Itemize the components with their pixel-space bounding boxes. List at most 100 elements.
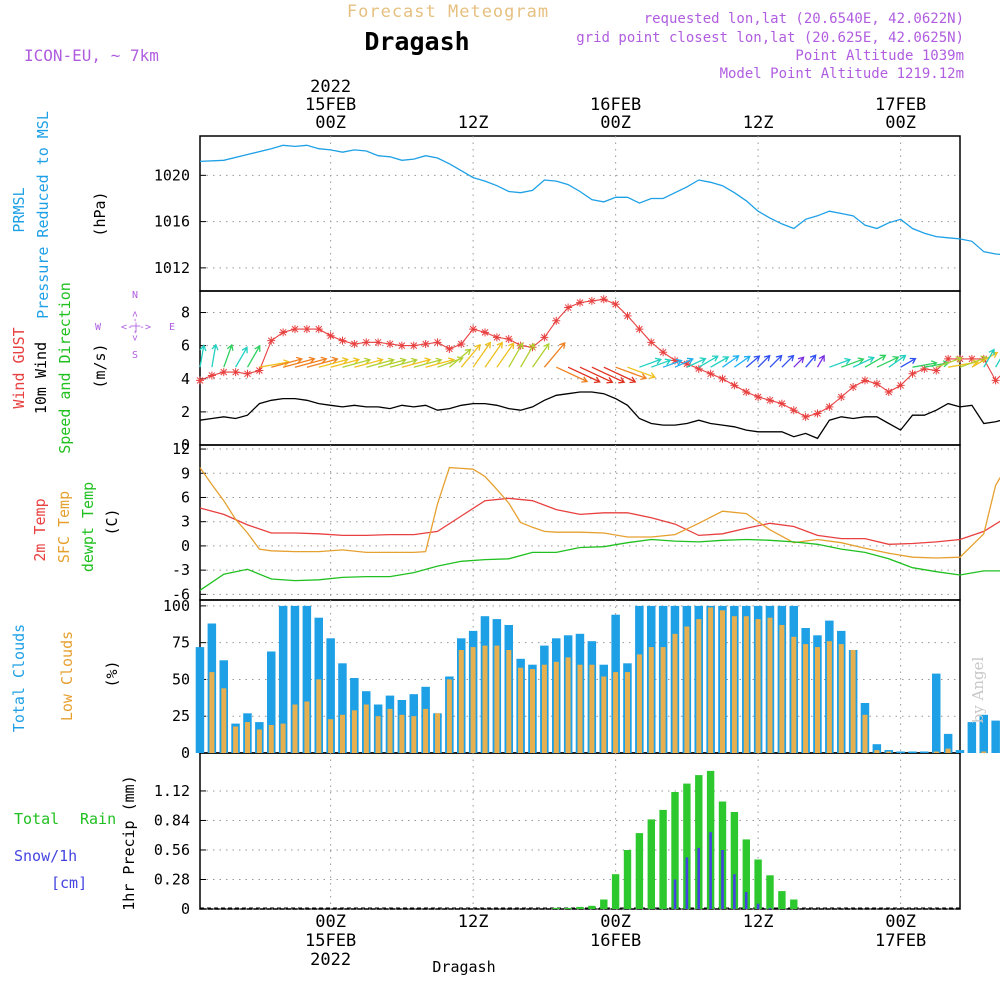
low-cloud-bar bbox=[268, 725, 274, 753]
gust-marker bbox=[196, 376, 204, 385]
wind-arrow bbox=[448, 348, 472, 368]
y-tick-label: 6 bbox=[181, 337, 190, 355]
wind-arrow bbox=[639, 357, 662, 368]
y-tick-label: -3 bbox=[172, 561, 190, 579]
wind-arrow bbox=[852, 356, 875, 368]
gust-marker bbox=[611, 300, 620, 309]
y-tick-label: 3 bbox=[181, 513, 190, 531]
wind-arrow bbox=[294, 356, 328, 368]
gust-marker bbox=[837, 392, 846, 401]
precip-cm-label: [cm] bbox=[51, 874, 87, 892]
low-cloud-bar bbox=[363, 704, 369, 753]
rain-bar bbox=[790, 899, 798, 909]
wind-arrow bbox=[508, 342, 524, 368]
rain-bar bbox=[659, 809, 667, 909]
total-cloud-bar bbox=[908, 751, 917, 753]
low-cloud-bar bbox=[933, 751, 939, 753]
rain-bar bbox=[778, 891, 786, 909]
low-cloud-bar bbox=[981, 751, 987, 753]
low-cloud-bar bbox=[411, 716, 417, 753]
gust-marker bbox=[766, 396, 774, 405]
low-cloud-bar bbox=[743, 616, 749, 753]
prmsl-label: PRMSL bbox=[10, 187, 28, 232]
y-tick-label: 0.28 bbox=[154, 870, 190, 888]
gust-marker bbox=[540, 333, 549, 342]
wind-arrow bbox=[757, 354, 771, 368]
wind-arrow bbox=[389, 357, 418, 368]
compass-e: E bbox=[169, 322, 175, 333]
rain-bar bbox=[695, 775, 703, 909]
low-cloud-bar bbox=[672, 633, 678, 753]
gust-marker bbox=[219, 368, 228, 377]
wind-arrow bbox=[686, 357, 707, 368]
credit-watermark: by Angel bbox=[969, 656, 987, 723]
gust-marker bbox=[243, 369, 252, 378]
gust-marker bbox=[789, 406, 798, 415]
panel-frame-temperature bbox=[199, 444, 961, 601]
wind-arrow bbox=[698, 355, 719, 368]
snow-bar bbox=[756, 903, 760, 909]
y-tick-label: 75 bbox=[172, 634, 190, 652]
wind-arrow bbox=[841, 357, 865, 368]
pressure-label: Pressure Reduced to MSL bbox=[34, 111, 52, 319]
low-cloud-bar bbox=[530, 669, 535, 753]
low-cloud-bar bbox=[553, 661, 559, 753]
gust-marker bbox=[849, 383, 858, 392]
low-cloud-bar bbox=[720, 610, 725, 753]
total-cloud-bar bbox=[290, 605, 300, 753]
y-tick-label: 0.84 bbox=[154, 811, 190, 829]
wind-arrow bbox=[354, 357, 384, 368]
gust-marker bbox=[920, 364, 929, 373]
dewpt-line bbox=[199, 538, 1000, 591]
y-tick-label: 50 bbox=[172, 670, 190, 688]
low-cloud-bar bbox=[351, 710, 357, 753]
wind-arrow bbox=[674, 357, 694, 368]
wind-arrow bbox=[995, 358, 1000, 368]
wind-arrow bbox=[306, 356, 339, 368]
rain-bar bbox=[588, 905, 596, 909]
wind-arrow bbox=[769, 354, 783, 368]
wind-arrow bbox=[900, 357, 917, 368]
gust-marker bbox=[896, 381, 905, 390]
gust-marker bbox=[255, 366, 264, 375]
bottom-time-label: 00Z bbox=[885, 912, 916, 932]
panel-frame-precipitation bbox=[199, 752, 961, 910]
gust-marker bbox=[730, 381, 739, 390]
low-cloud-bar bbox=[577, 664, 583, 753]
wind-arrow bbox=[318, 357, 349, 368]
y-tick-label: 9 bbox=[181, 464, 190, 482]
rain-bar bbox=[623, 850, 632, 909]
top-time-label: 00Z bbox=[885, 113, 916, 133]
model-name: ICON-EU, ~ 7km bbox=[24, 46, 159, 65]
wind-arrow bbox=[591, 366, 626, 384]
bottom-time-label: 00Z bbox=[600, 912, 631, 932]
low-cloud-bar bbox=[874, 750, 880, 753]
wind-arrow bbox=[662, 358, 683, 368]
location-title: Dragash bbox=[364, 27, 469, 56]
bottom-time-label: 2022 bbox=[310, 950, 351, 970]
low-cloud-bar bbox=[791, 636, 797, 753]
y-tick-label: 2 bbox=[181, 403, 190, 421]
compass-s: S bbox=[132, 350, 138, 361]
grid-point-coords: grid point closest lon,lat (20.625E, 42.… bbox=[576, 30, 964, 46]
total-cloud-bar bbox=[932, 673, 941, 753]
wind-arrow bbox=[342, 357, 372, 368]
low-cloud-bar bbox=[613, 672, 619, 753]
bottom-time-label: 12Z bbox=[458, 912, 489, 932]
compass-icon: N <-|-> S W <-|-> E bbox=[95, 290, 175, 361]
rain-bar bbox=[671, 792, 679, 909]
gust-marker bbox=[397, 341, 406, 350]
panel-frame-pressure bbox=[199, 135, 961, 292]
gust-marker bbox=[635, 325, 644, 334]
top-time-label: 12Z bbox=[458, 113, 489, 133]
panel-frames bbox=[199, 135, 961, 910]
precip-total-label: Total bbox=[14, 810, 59, 828]
y-tick-label: 1.12 bbox=[154, 782, 190, 800]
snow-bar bbox=[744, 892, 748, 909]
gust-marker bbox=[481, 328, 489, 337]
wind-arrow bbox=[271, 356, 304, 368]
gust-marker bbox=[302, 325, 311, 334]
gust-marker bbox=[623, 311, 632, 320]
low-cloud-bar bbox=[684, 626, 690, 753]
snow-bar bbox=[733, 874, 736, 909]
